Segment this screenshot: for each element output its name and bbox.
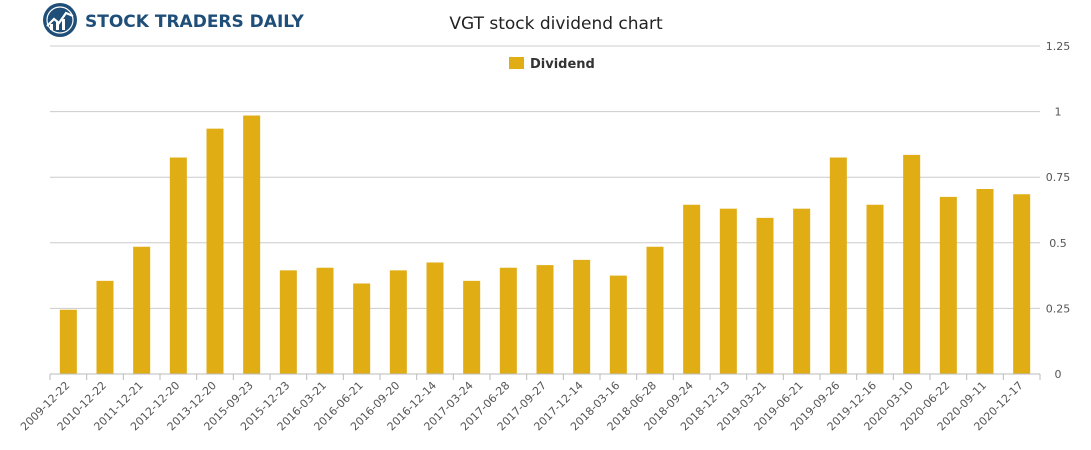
bars	[59, 115, 1031, 374]
y-tick-label: 0.75	[1046, 171, 1071, 184]
y-tick-label: 0	[1055, 368, 1062, 381]
y-tick-label: 0.5	[1049, 237, 1067, 250]
bar-2011-12-21	[133, 246, 151, 374]
bar-2020-06-22	[939, 196, 957, 374]
bar-2013-12-20	[206, 128, 224, 374]
y-tick-label: 1	[1055, 106, 1062, 119]
bar-2018-09-24	[683, 204, 701, 374]
bar-2018-06-28	[646, 246, 664, 374]
logo-globe-ring	[46, 6, 74, 34]
chart-title: VGT stock dividend chart	[449, 14, 663, 34]
bar-2020-12-17	[1013, 194, 1031, 374]
bar-2019-09-26	[829, 157, 847, 374]
bar-2016-12-14	[426, 262, 444, 374]
bar-2017-06-28	[499, 267, 517, 374]
bar-2009-12-22	[59, 309, 77, 374]
bar-2020-03-10	[903, 154, 921, 374]
bar-2018-03-16	[609, 275, 627, 374]
bar-2019-12-16	[866, 204, 884, 374]
bar-2010-12-22	[96, 280, 114, 374]
y-tick-label: 1.25	[1046, 40, 1071, 53]
bar-2020-09-11	[976, 189, 994, 374]
legend-swatch	[509, 57, 524, 69]
bar-2015-09-23	[243, 115, 261, 374]
bar-2012-12-20	[169, 157, 187, 374]
x-axis-ticks: 2009-12-222010-12-222011-12-212012-12-20…	[18, 374, 1041, 433]
bar-2017-12-14	[573, 259, 591, 374]
bar-2019-03-21	[756, 217, 774, 374]
bar-2016-09-20	[389, 270, 407, 374]
brand-name: STOCK TRADERS DAILY	[85, 12, 304, 32]
logo-bar-icon	[56, 22, 59, 30]
bar-2017-03-24	[463, 280, 481, 374]
bar-2017-09-27	[536, 265, 554, 374]
bar-2015-12-23	[279, 270, 297, 374]
bar-2016-06-21	[353, 283, 371, 374]
bar-2018-12-13	[719, 208, 737, 374]
brand-logo: STOCK TRADERS DAILY	[43, 3, 304, 37]
legend-label: Dividend	[530, 57, 595, 72]
legend: Dividend	[509, 57, 595, 72]
logo-bar-icon	[50, 24, 53, 30]
y-tick-label: 0.25	[1046, 302, 1071, 315]
y-axis-ticks: 0 0.25 0.5 0.75 1 1.25	[1046, 40, 1071, 381]
bar-2019-06-21	[793, 208, 811, 374]
bar-2016-03-21	[316, 267, 334, 374]
logo-bar-icon	[62, 19, 65, 30]
